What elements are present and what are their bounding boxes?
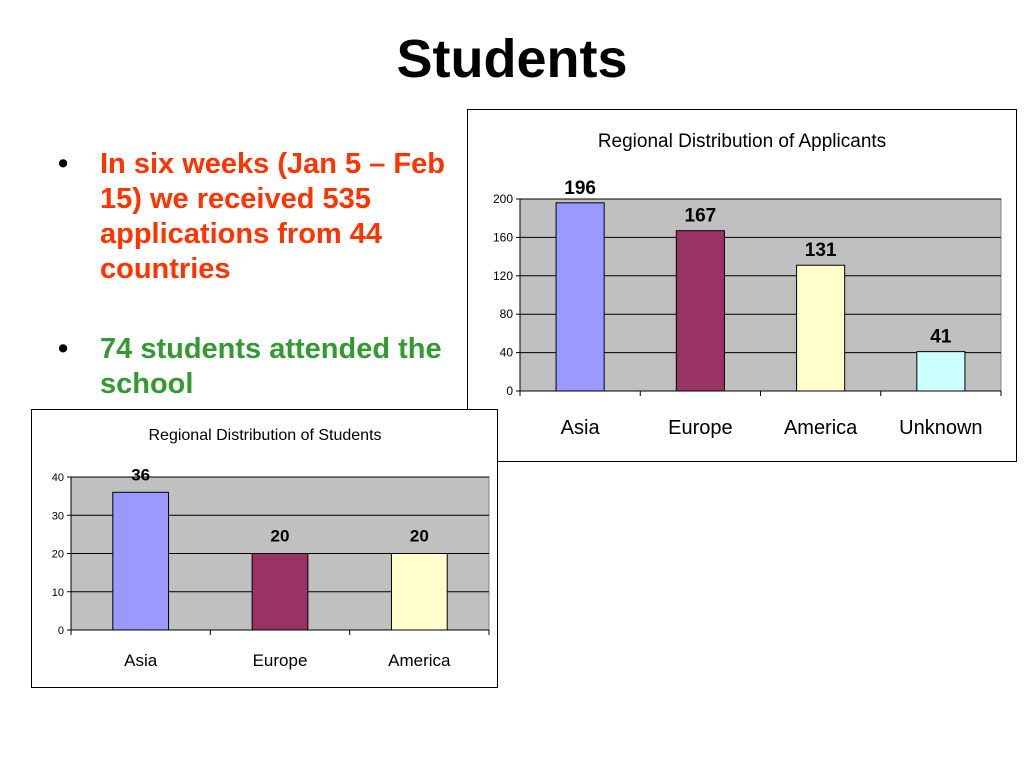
applicants-data-label: 196 [564, 178, 596, 199]
students-data-label: 20 [271, 527, 290, 546]
students-bar-asia [112, 491, 170, 631]
applicants-y-tick-label: 160 [493, 230, 513, 244]
students-chart-svg: Regional Distribution of Students 0 10 20 30… [52, 427, 490, 670]
students-x-tick-label: America [388, 651, 451, 670]
bullet-attendance-text: 74 students attended the school [100, 333, 442, 400]
applicants-x-tick-label: Asia [561, 417, 601, 439]
students-y-tick-label: 0 [58, 625, 64, 637]
students-data-label: 20 [410, 527, 429, 546]
applicants-y-tick-label: 0 [506, 384, 513, 398]
students-y-tick-label: 30 [52, 510, 64, 522]
students-bar-europe [251, 553, 309, 631]
applicants-bar-unknown [916, 351, 966, 392]
applicants-x-tick-label: America [784, 417, 858, 439]
students-title: Regional Distribution of Students [148, 427, 381, 444]
students-x-tick-label: Europe [253, 651, 308, 670]
applicants-y-tick-label: 120 [493, 269, 513, 283]
applicants-chart-svg: Regional Distribution of Applicants 0 40 80… [493, 131, 1002, 439]
students-bar-america [390, 553, 448, 631]
applicants-x-tick-label: Europe [668, 417, 733, 439]
applicants-title: Regional Distribution of Applicants [598, 131, 886, 152]
slide-title: Students [396, 29, 628, 89]
students-x-tick-label: Asia [124, 651, 158, 670]
students-y-tick-label: 40 [52, 472, 64, 484]
applicants-data-label: 41 [930, 327, 952, 348]
applicants-chart: Regional Distribution of Applicants 0 40 80… [467, 109, 1017, 462]
students-y-tick-label: 20 [52, 549, 64, 561]
applicants-y-tick-label: 200 [493, 192, 513, 206]
bullet-marker: • [58, 333, 69, 365]
bullet-attendance: • 74 students attended the school [58, 332, 458, 402]
applicants-data-label: 131 [805, 240, 837, 261]
bullet-list: • In six weeks (Jan 5 – Feb 15) we recei… [58, 147, 458, 402]
bullet-applications: • In six weeks (Jan 5 – Feb 15) we recei… [58, 147, 458, 287]
applicants-y-tick-label: 80 [500, 307, 514, 321]
students-chart: Regional Distribution of Students 0 10 20 30… [31, 409, 498, 688]
applicants-x-tick-label: Unknown [899, 417, 982, 439]
applicants-bar-asia [555, 202, 605, 392]
applicants-y-tick-label: 40 [500, 346, 514, 360]
bullet-marker: • [58, 148, 69, 180]
students-data-label: 36 [131, 465, 150, 484]
students-y-tick-label: 10 [52, 587, 64, 599]
applicants-data-label: 167 [685, 206, 717, 227]
bullet-applications-text: In six weeks (Jan 5 – Feb 15) we receive… [100, 148, 445, 285]
applicants-bar-europe [675, 230, 725, 392]
applicants-bar-america [796, 264, 846, 392]
